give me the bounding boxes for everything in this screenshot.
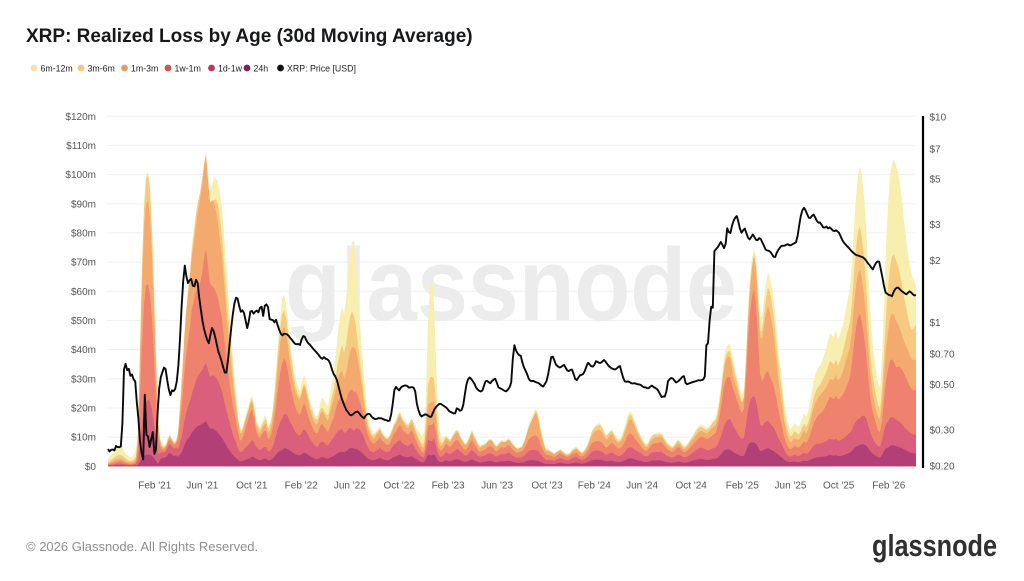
svg-text:3m-6m: 3m-6m <box>88 64 115 74</box>
svg-text:$1: $1 <box>930 318 942 329</box>
svg-text:glassnode: glassnode <box>872 528 997 563</box>
svg-text:$90m: $90m <box>71 199 96 210</box>
svg-text:Feb '21: Feb '21 <box>138 481 171 492</box>
svg-text:1m-3m: 1m-3m <box>131 64 158 74</box>
svg-text:XRP: Price [USD]: XRP: Price [USD] <box>287 64 356 74</box>
svg-text:$70m: $70m <box>71 258 96 269</box>
svg-text:Jun '21: Jun '21 <box>186 481 218 492</box>
svg-text:1w-1m: 1w-1m <box>175 64 201 74</box>
svg-text:Feb '23: Feb '23 <box>432 481 465 492</box>
svg-text:Oct '24: Oct '24 <box>676 481 708 492</box>
svg-text:© 2026 Glassnode. All Rights R: © 2026 Glassnode. All Rights Reserved. <box>26 539 258 554</box>
svg-text:$2: $2 <box>930 256 942 267</box>
svg-text:$80m: $80m <box>71 228 96 239</box>
svg-text:$7: $7 <box>930 144 942 155</box>
svg-text:$20m: $20m <box>71 404 96 415</box>
svg-text:$10m: $10m <box>71 433 96 444</box>
svg-text:$120m: $120m <box>65 112 96 123</box>
svg-text:Oct '22: Oct '22 <box>384 481 416 492</box>
svg-text:$0.20: $0.20 <box>930 462 955 473</box>
svg-text:$0: $0 <box>85 462 97 473</box>
svg-text:Feb '22: Feb '22 <box>285 481 318 492</box>
svg-text:glassnode: glassnode <box>285 227 737 342</box>
svg-text:$0.50: $0.50 <box>930 380 955 391</box>
svg-text:6m-12m: 6m-12m <box>41 64 73 74</box>
svg-text:$40m: $40m <box>71 345 96 356</box>
svg-text:Jun '24: Jun '24 <box>626 481 658 492</box>
svg-text:1d-1w: 1d-1w <box>218 64 243 74</box>
svg-text:Oct '23: Oct '23 <box>531 481 563 492</box>
svg-text:Jun '23: Jun '23 <box>481 481 513 492</box>
svg-text:$10: $10 <box>930 113 947 124</box>
svg-text:Feb '25: Feb '25 <box>726 481 759 492</box>
svg-text:Oct '21: Oct '21 <box>236 481 268 492</box>
svg-text:24h: 24h <box>254 64 269 74</box>
svg-text:$3: $3 <box>930 220 942 231</box>
svg-text:$100m: $100m <box>65 170 96 181</box>
svg-text:$5: $5 <box>930 174 942 185</box>
svg-text:Feb '24: Feb '24 <box>578 481 611 492</box>
svg-text:Jun '25: Jun '25 <box>775 481 807 492</box>
svg-text:XRP: Realized Loss by Age (30d: XRP: Realized Loss by Age (30d Moving Av… <box>26 26 473 47</box>
svg-text:$50m: $50m <box>71 316 96 327</box>
svg-text:Jun '22: Jun '22 <box>334 481 366 492</box>
svg-text:Oct '25: Oct '25 <box>823 481 855 492</box>
svg-text:Feb '26: Feb '26 <box>872 481 905 492</box>
svg-text:$60m: $60m <box>71 287 96 298</box>
svg-text:$0.30: $0.30 <box>930 425 955 436</box>
svg-text:$0.70: $0.70 <box>930 350 955 361</box>
svg-text:$110m: $110m <box>66 141 96 152</box>
svg-text:$30m: $30m <box>71 374 96 385</box>
